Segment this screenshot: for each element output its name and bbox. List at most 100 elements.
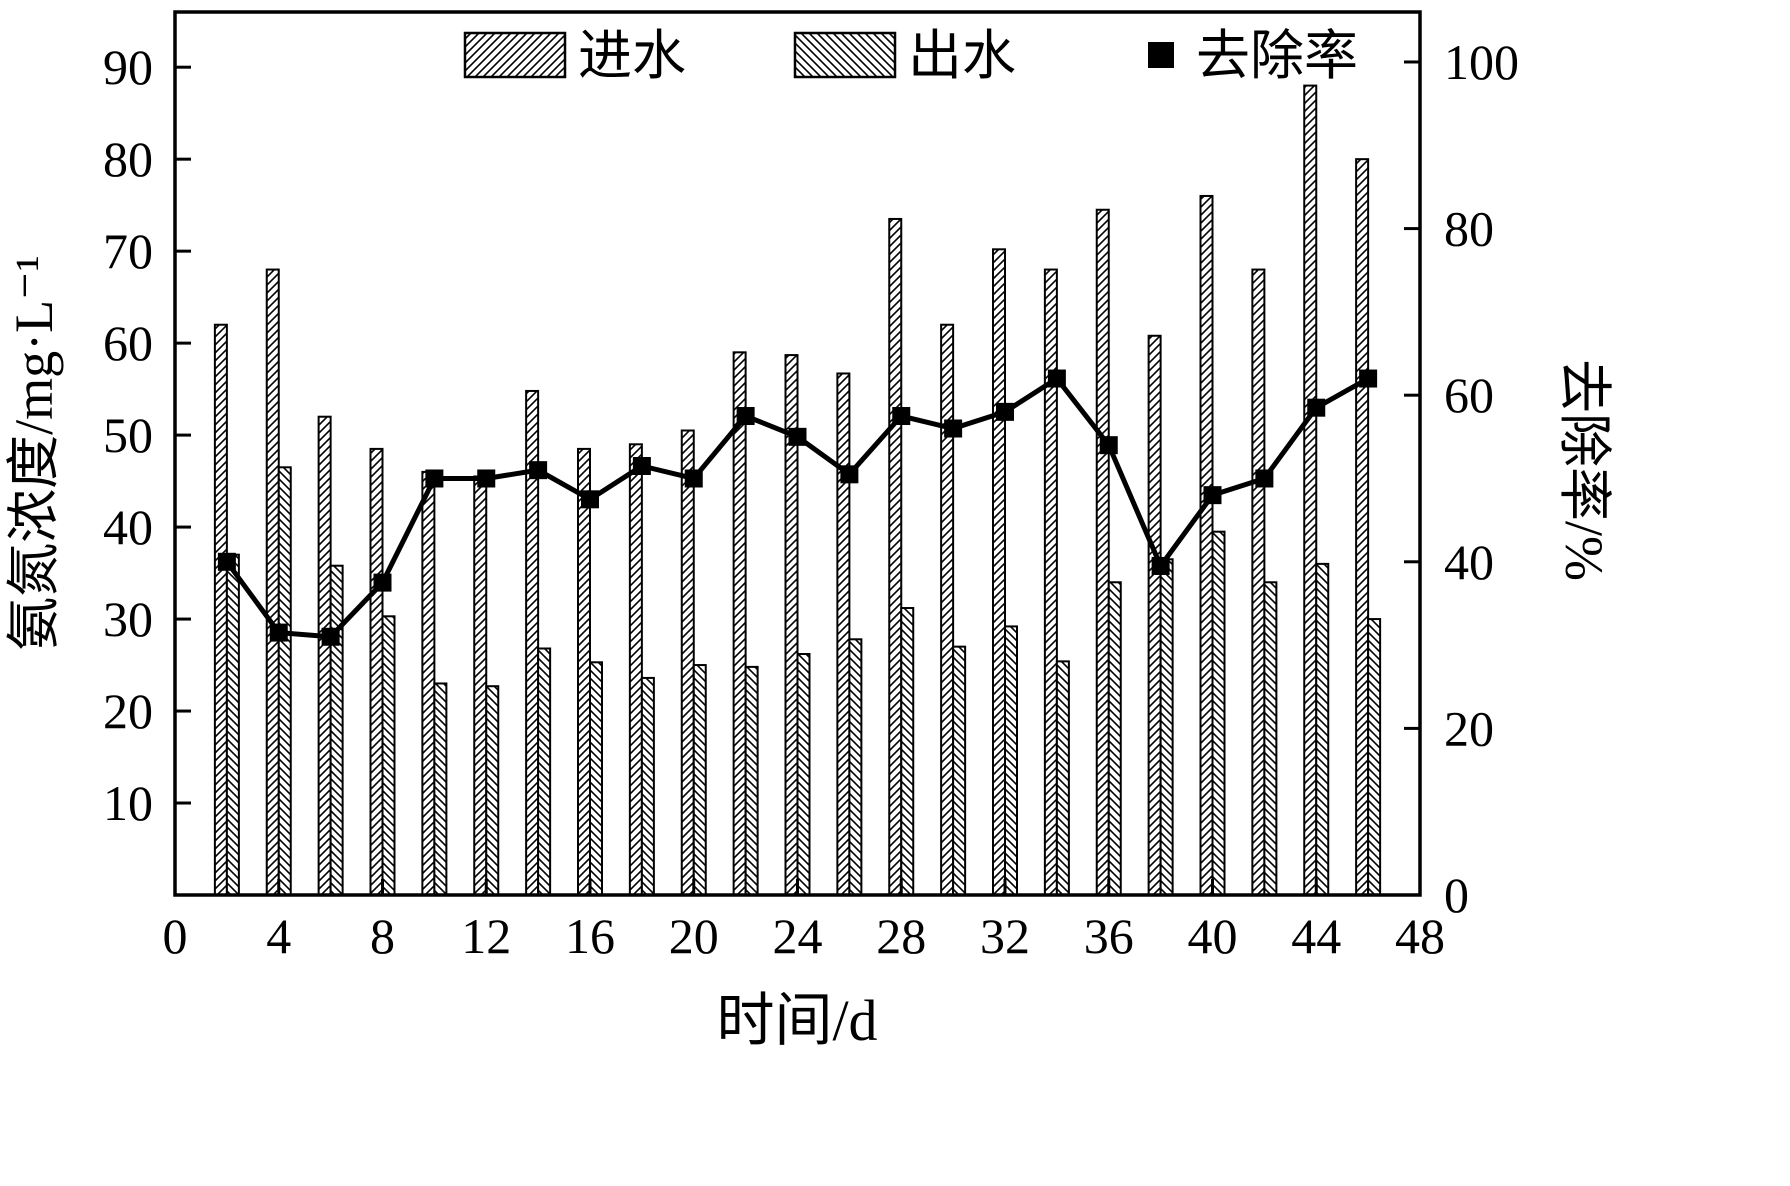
x-tick-label: 12 xyxy=(461,908,511,964)
bar-influent xyxy=(577,447,591,896)
removal-rate-marker xyxy=(321,627,340,646)
x-tick-label: 4 xyxy=(266,908,291,964)
removal-rate-marker xyxy=(840,465,859,484)
bar-effluent xyxy=(1107,581,1122,896)
bar-effluent xyxy=(848,638,863,896)
x-tick-label: 40 xyxy=(1188,908,1238,964)
bar-effluent xyxy=(589,661,603,897)
removal-rate-marker xyxy=(632,456,651,475)
bar-effluent xyxy=(1055,660,1070,897)
removal-rate-marker xyxy=(477,469,496,488)
removal-rate-marker xyxy=(529,461,548,480)
bar-influent xyxy=(628,443,643,896)
bar-influent xyxy=(265,268,280,896)
removal-rate-marker xyxy=(1255,469,1274,488)
x-tick-label: 24 xyxy=(773,908,823,964)
bar-effluent xyxy=(277,466,292,896)
bar-effluent xyxy=(744,665,759,896)
bar-effluent xyxy=(952,645,967,896)
x-tick-label: 48 xyxy=(1395,908,1445,964)
legend-removal-label: 去除率 xyxy=(1196,26,1358,86)
x-tick-label: 8 xyxy=(370,908,395,964)
bar-effluent xyxy=(1367,618,1382,896)
removal-rate-marker xyxy=(684,469,703,488)
bar-influent xyxy=(1303,84,1318,897)
x-tick-label: 0 xyxy=(163,908,188,964)
x-tick-label: 36 xyxy=(1084,908,1134,964)
bar-influent xyxy=(1355,158,1370,896)
bar-effluent xyxy=(1315,562,1330,896)
y-right-tick-label: 40 xyxy=(1444,534,1494,590)
removal-rate-marker xyxy=(892,407,911,426)
bar-influent xyxy=(992,248,1006,896)
x-tick-label: 16 xyxy=(565,908,615,964)
removal-rate-marker xyxy=(425,469,444,488)
removal-rate-marker xyxy=(373,573,392,592)
bar-effluent xyxy=(329,564,344,897)
removal-rate-marker xyxy=(581,490,599,509)
legend: 进水 出水 去除率 xyxy=(463,26,1358,86)
bar-influent xyxy=(888,217,903,896)
x-tick-label: 44 xyxy=(1291,908,1341,964)
bar-effluent xyxy=(900,607,915,897)
bar-effluent xyxy=(537,647,552,897)
y-right-tick-label: 0 xyxy=(1444,867,1469,923)
removal-rate-marker xyxy=(269,623,288,642)
x-tick-label: 28 xyxy=(876,908,926,964)
removal-rate-marker xyxy=(944,419,963,438)
y-right-tick-label: 80 xyxy=(1444,201,1494,257)
legend-removal-marker-swatch xyxy=(1148,42,1174,68)
bar-effluent xyxy=(692,664,707,896)
y-left-tick-label: 50 xyxy=(103,407,153,463)
bar-influent xyxy=(421,470,436,896)
bar-influent xyxy=(732,351,747,896)
bar-effluent xyxy=(1211,530,1226,897)
y-right-tick-label: 60 xyxy=(1444,367,1494,423)
legend-influent-label: 进水 xyxy=(578,26,686,86)
bar-influent xyxy=(940,323,955,896)
removal-rate-marker xyxy=(1203,486,1222,505)
y-left-tick-label: 60 xyxy=(103,315,153,371)
removal-rate-marker xyxy=(1307,398,1326,417)
removal-rate-marker xyxy=(1099,436,1118,455)
bar-influent xyxy=(1199,194,1214,897)
bar-effluent xyxy=(225,553,240,896)
bar-influent xyxy=(213,323,228,896)
bar-influent xyxy=(369,447,384,896)
y-right-tick-label: 20 xyxy=(1444,700,1494,756)
bar-influent xyxy=(1095,208,1110,897)
x-axis-title: 时间/d xyxy=(716,988,877,1053)
removal-rate-marker xyxy=(217,552,236,571)
removal-rate-marker xyxy=(996,402,1014,421)
y-left-tick-label: 30 xyxy=(103,591,153,647)
legend-influent-swatch xyxy=(463,31,567,79)
legend-effluent-label: 出水 xyxy=(908,26,1016,86)
bar-effluent xyxy=(796,653,811,896)
x-tick-label: 32 xyxy=(980,908,1030,964)
bar-effluent xyxy=(433,682,448,897)
bar-effluent xyxy=(381,615,396,896)
y-left-tick-label: 70 xyxy=(103,223,153,279)
bar-influent xyxy=(1147,334,1162,896)
bar-influent xyxy=(680,429,695,896)
removal-rate-marker xyxy=(736,407,755,426)
bar-influent xyxy=(317,415,332,896)
removal-rate-marker xyxy=(1359,369,1378,388)
y-left-tick-label: 80 xyxy=(103,131,153,187)
bar-effluent xyxy=(1159,558,1174,897)
right-axis-title: 去除率/% xyxy=(1554,359,1614,581)
bar-influent xyxy=(1251,268,1266,896)
bar-effluent xyxy=(485,685,500,896)
x-tick-label: 20 xyxy=(669,908,719,964)
bar-influent xyxy=(473,475,488,896)
legend-effluent-swatch xyxy=(793,31,897,79)
bar-effluent xyxy=(1004,625,1018,896)
y-left-tick-label: 90 xyxy=(103,39,153,95)
y-left-tick-label: 10 xyxy=(103,775,153,831)
y-left-tick-label: 40 xyxy=(103,499,153,555)
y-left-tick-label: 20 xyxy=(103,683,153,739)
left-axis-title: 氨氮浓度/mg·L⁻¹ xyxy=(4,255,64,651)
bar-effluent xyxy=(640,676,655,896)
